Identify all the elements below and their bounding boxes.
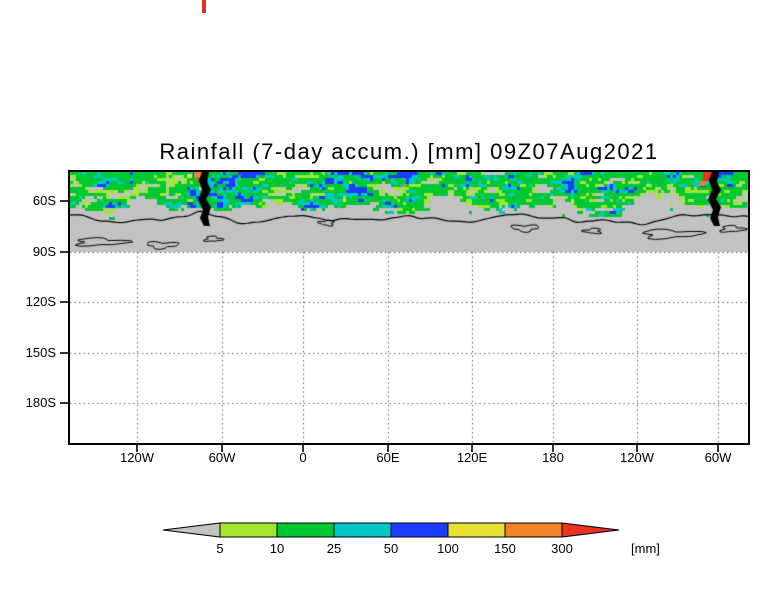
x-tick-label: 120W bbox=[620, 450, 654, 465]
colorbar-level-label: 50 bbox=[383, 541, 399, 556]
colorbar-segment bbox=[390, 522, 449, 538]
y-tick-label: 90S bbox=[32, 244, 56, 259]
colorbar-segment bbox=[504, 522, 563, 538]
y-tick-label: 120S bbox=[25, 294, 56, 309]
colorbar-level-label: 150 bbox=[494, 541, 516, 556]
y-tick-label: 150S bbox=[25, 345, 56, 360]
x-tick-label: 60W bbox=[208, 450, 236, 465]
x-tick-label: 60E bbox=[376, 450, 400, 465]
colorbar-segment bbox=[447, 522, 506, 538]
colorbar-level-label: 10 bbox=[269, 541, 285, 556]
x-tick-label: 0 bbox=[299, 450, 307, 465]
colorbar-unit-label: [mm] bbox=[631, 541, 660, 556]
map-canvas bbox=[70, 172, 748, 443]
colorbar-segment bbox=[276, 522, 335, 538]
chart-title: Rainfall (7-day accum.) [mm] 09Z07Aug202… bbox=[159, 139, 659, 164]
colorbar-arrow-right bbox=[561, 522, 620, 538]
colorbar-segment bbox=[219, 522, 278, 538]
colorbar-segment bbox=[333, 522, 392, 538]
colorbar-arrow-left bbox=[162, 522, 221, 538]
y-tick-label: 180S bbox=[25, 395, 56, 410]
x-tick-label: 120E bbox=[456, 450, 488, 465]
x-tick-label: 60W bbox=[704, 450, 732, 465]
colorbar-level-label: 5 bbox=[216, 541, 224, 556]
y-tick-label: 60S bbox=[32, 193, 56, 208]
plot-area bbox=[68, 170, 750, 445]
x-tick-label: 180 bbox=[542, 450, 564, 465]
colorbar-level-label: 100 bbox=[437, 541, 459, 556]
stray-red-mark bbox=[202, 0, 206, 13]
colorbar-level-label: 300 bbox=[551, 541, 573, 556]
x-tick-label: 120W bbox=[120, 450, 154, 465]
colorbar-level-label: 25 bbox=[326, 541, 342, 556]
